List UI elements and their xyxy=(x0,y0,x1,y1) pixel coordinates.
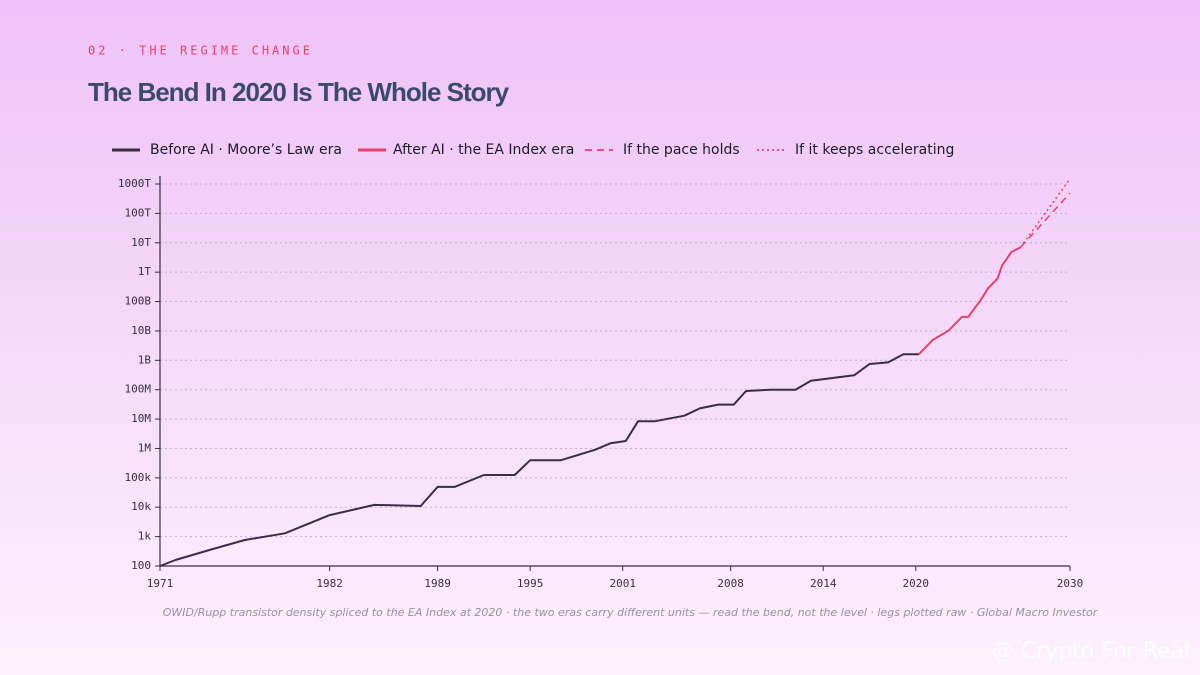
y-tick-label: 100M xyxy=(125,383,152,396)
x-tick-label: 2030 xyxy=(1057,577,1084,590)
y-tick-label: 100k xyxy=(125,471,152,484)
series-line xyxy=(159,353,919,567)
legend-label: After AI · the EA Index era xyxy=(393,142,574,158)
y-tick-label: 1000T xyxy=(118,177,151,190)
series-line xyxy=(1019,178,1071,248)
y-tick-label: 1B xyxy=(138,353,152,366)
x-tick-label: 2008 xyxy=(717,577,744,590)
y-tick-label: 100B xyxy=(125,295,152,308)
y-tick-label: 100 xyxy=(131,559,151,572)
y-tick-label: 1k xyxy=(138,530,152,543)
y-tick-label: 100T xyxy=(125,206,152,219)
x-tick-label: 1982 xyxy=(316,577,343,590)
x-tick-label: 1995 xyxy=(517,577,544,590)
series-line xyxy=(918,246,1022,355)
legend-label: Before AI · Moore’s Law era xyxy=(150,142,342,158)
y-tick-label: 1M xyxy=(138,441,152,454)
chart-title: The Bend In 2020 Is The Whole Story xyxy=(88,77,510,107)
watermark: @ Crypto For Real xyxy=(992,639,1190,664)
x-tick-label: 1989 xyxy=(424,577,451,590)
y-tick-label: 10M xyxy=(131,412,151,425)
y-tick-label: 10B xyxy=(131,324,151,337)
y-tick-label: 10T xyxy=(131,236,151,249)
series-line xyxy=(1020,192,1071,248)
x-tick-label: 2020 xyxy=(903,577,930,590)
x-tick-label: 1971 xyxy=(147,577,174,590)
legend-label: If the pace holds xyxy=(623,142,740,158)
y-tick-label: 10k xyxy=(131,500,151,513)
legend-label: If it keeps accelerating xyxy=(795,142,954,158)
y-tick-label: 1T xyxy=(138,265,152,278)
x-tick-label: 2014 xyxy=(810,577,837,590)
kicker: 02 · THE REGIME CHANGE xyxy=(88,44,313,58)
source-note: OWID/Rupp transistor density spliced to … xyxy=(163,606,1099,619)
x-tick-label: 2001 xyxy=(609,577,636,590)
